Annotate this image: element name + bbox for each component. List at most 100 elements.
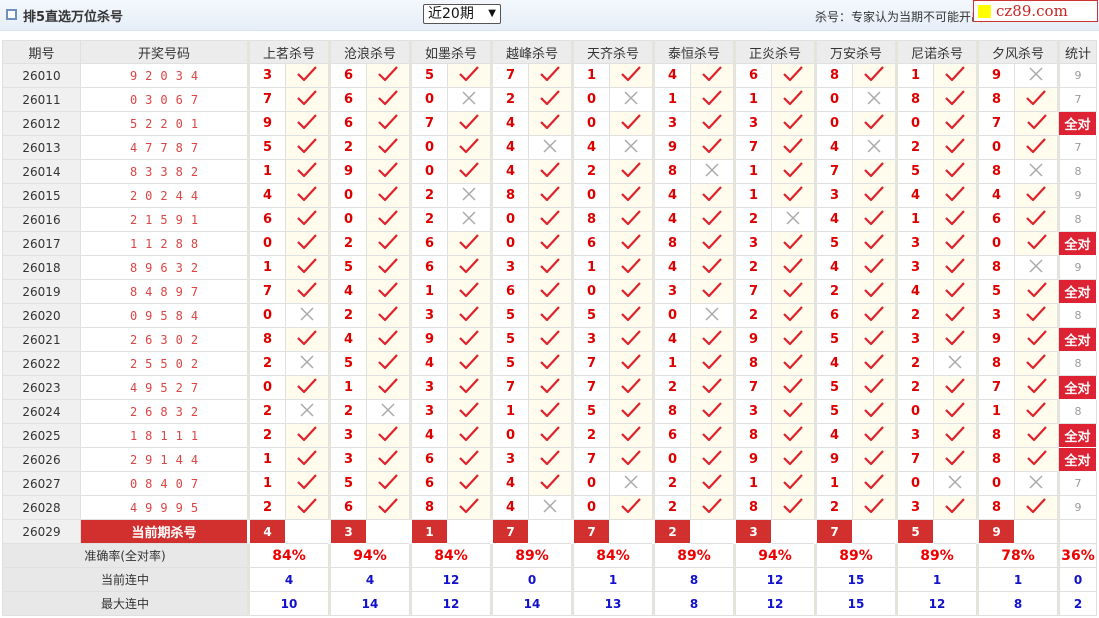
kill-number: 1: [571, 255, 610, 280]
check-icon: [945, 402, 965, 418]
kill-number: 2: [409, 207, 448, 232]
check-icon: [1026, 330, 1047, 346]
check-icon: [297, 210, 317, 226]
hit-mark: [690, 231, 735, 256]
stat-value: 全对: [1058, 375, 1097, 400]
site-logo[interactable]: cz89.com: [973, 0, 1098, 22]
table-row: 26022 25502 2 5 4 5 7 1 8 4 2 8 8: [2, 351, 1097, 376]
hit-mark: [447, 495, 492, 520]
miss-mark: [609, 471, 654, 496]
check-icon: [378, 186, 398, 202]
hit-mark: [528, 351, 573, 376]
summary-value: 12: [733, 591, 816, 616]
check-icon: [783, 450, 803, 466]
check-icon: [297, 474, 317, 490]
summary-value: 78%: [976, 543, 1059, 568]
kill-number: 2: [652, 471, 691, 496]
miss-mark: [285, 399, 330, 424]
miss-mark: [690, 303, 735, 328]
summary-row: 当前连中 4 4 12 0 1 8 12 15 1 1 0: [2, 567, 1097, 592]
cross-icon: [867, 139, 881, 153]
check-icon: [297, 450, 317, 466]
square-icon: [6, 9, 17, 20]
check-icon: [621, 330, 641, 346]
hit-mark: [285, 231, 330, 256]
kill-number: 2: [895, 351, 934, 376]
check-icon: [702, 498, 722, 514]
kill-number: 0: [328, 183, 367, 208]
kill-number: 3: [247, 63, 286, 88]
hit-mark: [1014, 399, 1059, 424]
check-icon: [297, 282, 317, 298]
cross-icon: [1029, 475, 1043, 489]
hit-mark: [285, 135, 330, 160]
check-icon: [945, 234, 965, 250]
check-icon: [621, 282, 641, 298]
kill-number: 3: [814, 183, 853, 208]
summary-value: 14: [490, 591, 573, 616]
hit-mark: [690, 327, 735, 352]
kill-number: 5: [895, 159, 934, 184]
check-icon: [621, 378, 641, 394]
check-icon: [1026, 354, 1046, 370]
issue-number: 26024: [2, 399, 81, 424]
kill-number: 0: [490, 423, 529, 448]
check-icon: [702, 330, 722, 346]
cross-icon: [786, 211, 800, 225]
kill-number: 8: [247, 327, 286, 352]
hit-mark: [933, 303, 978, 328]
current-kill: 9: [976, 519, 1015, 544]
stat-value: 全对: [1058, 423, 1097, 448]
check-icon: [702, 186, 722, 202]
current-kill: 2: [652, 519, 691, 544]
kill-number: 7: [976, 111, 1015, 136]
current-kill: 7: [814, 519, 853, 544]
draw-number: 84897: [80, 279, 249, 304]
check-icon: [702, 90, 722, 106]
check-icon: [864, 258, 884, 274]
table-row: 26010 92034 3 6 5 7 1 4 6 8 1 9 9: [2, 63, 1097, 88]
hit-mark: [528, 231, 573, 256]
summary-value: 12: [895, 591, 978, 616]
kill-number: 2: [652, 375, 691, 400]
hit-mark: [852, 231, 897, 256]
stat-value: 9: [1057, 63, 1097, 88]
kill-number: 0: [652, 303, 691, 328]
hit-mark: [366, 183, 411, 208]
kill-number: 0: [247, 375, 286, 400]
kill-number: 1: [733, 87, 772, 112]
check-icon: [945, 90, 965, 106]
check-icon: [864, 378, 884, 394]
cross-icon: [705, 307, 719, 321]
hit-mark: [852, 423, 897, 448]
kill-number: 7: [814, 159, 853, 184]
hit-mark: [771, 375, 816, 400]
check-icon: [621, 210, 641, 226]
hit-mark: [690, 399, 735, 424]
stat-value: 8: [1057, 207, 1097, 232]
check-icon: [1026, 282, 1047, 298]
header-expert: 尼诺杀号: [895, 40, 978, 64]
check-icon: [540, 66, 560, 82]
hit-mark: [528, 255, 573, 280]
empty-cell: [447, 519, 492, 544]
cross-icon: [705, 163, 719, 177]
kill-number: 0: [571, 279, 610, 304]
kill-number: 4: [652, 183, 691, 208]
check-icon: [459, 306, 479, 322]
kill-number: 1: [652, 351, 691, 376]
hit-mark: [285, 447, 330, 472]
miss-mark: [771, 207, 816, 232]
hit-mark: [528, 159, 573, 184]
kill-number: 0: [895, 399, 934, 424]
kill-number: 0: [490, 231, 529, 256]
hit-mark: [366, 423, 411, 448]
check-icon: [459, 498, 479, 514]
kill-number: 8: [733, 351, 772, 376]
summary-value: 94%: [733, 543, 816, 568]
kill-number: 5: [976, 279, 1015, 304]
hit-mark: [366, 111, 411, 136]
hit-mark: [285, 207, 330, 232]
period-select[interactable]: 近20期 ▼: [423, 4, 501, 24]
hit-mark: [771, 351, 816, 376]
